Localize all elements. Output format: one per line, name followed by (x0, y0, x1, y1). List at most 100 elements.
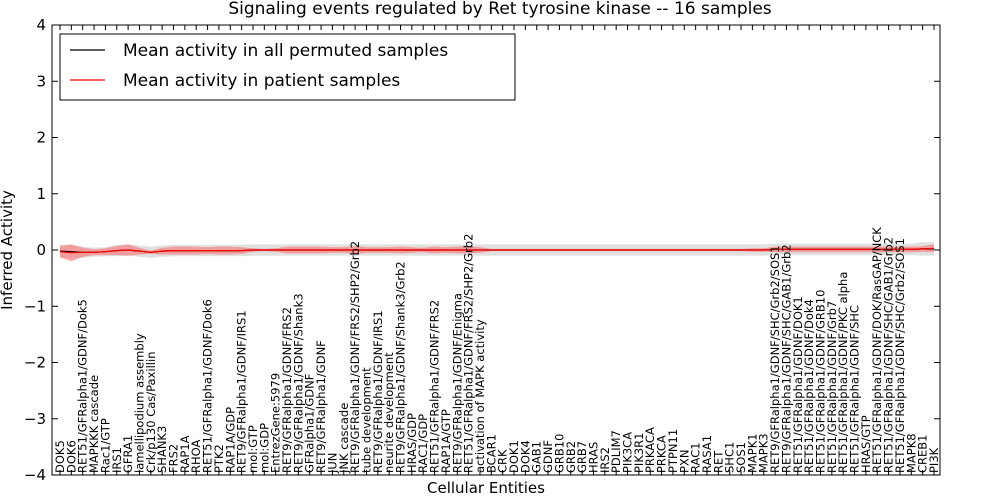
series-line-1 (59, 247, 935, 254)
x-axis-label: Cellular Entities (427, 479, 545, 497)
x-tick-label: RET51/GFRalpha1/GDNF/SHC/GAB1/Grb2 (882, 237, 896, 473)
x-tick-label: RAC1/GDP (416, 414, 430, 473)
x-tick-label: PIK3R1 (632, 433, 646, 474)
x-tick-label: activation of MAPK activity (473, 319, 487, 473)
x-tick-label: RAP1A (178, 435, 192, 473)
x-tick-label: DOK5 (53, 440, 67, 473)
x-tick-label: RET (711, 450, 725, 473)
x-tick-label: RAP1A/GDP (223, 407, 237, 473)
y-tick-label: 1 (36, 185, 46, 203)
x-tick-label: Crk/p130 Cas/Paxillin (144, 352, 158, 473)
x-tick-label: DOK4 (518, 440, 532, 473)
y-tick-label: −2 (24, 354, 46, 372)
band-1 (60, 244, 934, 262)
x-tick-label: JUN (325, 453, 339, 474)
x-tick-label: SHANK3 (155, 426, 169, 473)
x-tick-label: RET51/GFRalpha1/GDNF/DOK/RasGAP/NCK (870, 227, 884, 473)
x-tick-label: RHOA (189, 440, 203, 473)
y-tick-label: 3 (36, 72, 46, 90)
x-tick-label: RET51/GFRalpha1/GDNF/PKC alpha (836, 272, 850, 473)
x-tick-label: RET51/GFRalpha1/GDNF/GRB10 (813, 290, 827, 473)
y-tick-label: 0 (36, 241, 46, 259)
y-axis-label: Inferred Activity (0, 190, 16, 310)
bands-layer (60, 242, 934, 262)
x-tick-label: RET9/GFRalpha1/GDNF/IRS1 (371, 310, 385, 473)
x-tick-label: PXN (677, 450, 691, 473)
x-tick-label: SHC1 (723, 442, 737, 473)
y-tick-label: −4 (24, 466, 46, 484)
x-tick-label: RET9/GFRalpha1/GDNF/Enigma (450, 293, 464, 473)
y-tick-label: 4 (36, 16, 46, 34)
x-tick-label: MAPK1 (745, 433, 759, 473)
x-tick-label: SOS1 (734, 442, 748, 473)
x-tick-label: neurite development (382, 352, 396, 473)
x-tick-label: RET51/GFRalpha1/GDNF/FRS2/SHP2/Grb2 (462, 234, 476, 473)
x-tick-label: RET51/GFRalpha1/GDNF/FRS2 (428, 300, 442, 473)
x-tick-label: mol:GDP (257, 423, 271, 473)
x-tick-label: RAC1 (689, 442, 703, 473)
legend-box (59, 33, 516, 101)
x-tick-label: mol:GTP (246, 425, 260, 473)
chart-title: Signaling events regulated by Ret tyrosi… (228, 0, 771, 19)
lines-layer (59, 247, 935, 254)
x-tick-label: IRS1 (110, 447, 124, 473)
x-tick-label: DOK6 (64, 440, 78, 473)
x-tick-label: RET51/GFRalpha1/GDNF/Dok6 (201, 299, 215, 473)
x-tick-label: GRB7 (575, 441, 589, 473)
x-tick-label: PRKCA (655, 435, 669, 473)
x-tick-label: RET9/GFRalpha1/GDNF/FRS2 (280, 307, 294, 473)
x-tick-labels: DOK5DOK6RET51/GFRalpha1/GDNF/Dok5MAPKKK … (53, 227, 941, 474)
x-tick-label: RAP1A/GTP (439, 409, 453, 473)
x-tick-label: RASA1 (700, 435, 714, 473)
x-tick-label: MAPKKK cascade (87, 375, 101, 473)
y-tick-label: 2 (36, 129, 46, 147)
x-tick-label: GFRA1 (121, 435, 135, 473)
x-tick-label: lamellipodium assembly (132, 333, 146, 473)
x-tick-label: GDNF (541, 440, 555, 473)
x-tick-label: RET9/GFRalpha1/GDNF/SHC/Grb2/SOS1 (768, 245, 782, 473)
x-tick-label: HRAS (586, 442, 600, 473)
x-tick-label: JNK cascade (337, 403, 351, 474)
x-tick-label: RET9/GFRalpha1/GDNF/FRS2/SHP2/Grb2 (348, 241, 362, 473)
x-tick-label: RET9/GFRalpha1/GDNF/Shank3 (291, 293, 305, 473)
x-tick-label: PIK3CA (621, 432, 635, 473)
x-tick-label: CRK (496, 449, 510, 473)
x-tick-label: tube development (359, 367, 373, 473)
x-tick-label: IRS2 (598, 447, 612, 473)
y-tick-label: −1 (24, 297, 46, 315)
x-tick-label: CREB1 (916, 435, 930, 474)
y-tick-label: −3 (24, 410, 46, 428)
legend-label-patient: Mean activity in patient samples (123, 71, 400, 91)
ticks-layer: −4 −3 −2 −1 0 1 2 3 4 (24, 16, 940, 484)
x-tick-label: MAPK8 (904, 433, 918, 473)
x-tick-label: EntrezGene:5979 (269, 373, 283, 473)
x-tick-label: RET51/GFRalpha1/GDNF/DOK1 (791, 296, 805, 473)
x-tick-label: RET9/GFRalpha1/GDNF (314, 340, 328, 473)
plot-frame (51, 24, 941, 476)
x-tick-label: RET51/GFRalpha1/GDNF/Dok4 (802, 299, 816, 473)
x-tick-label: RET51/GFRalpha1/GDNF/SHC/Grb2/SOS1 (893, 238, 907, 473)
x-tick-label: GRB10 (552, 434, 566, 473)
x-tick-label: MAPK3 (757, 433, 771, 473)
x-tick-label: RET51/GFRalpha1/GDNF/SHC (848, 305, 862, 473)
x-tick-label: DOK1 (507, 440, 521, 473)
x-tick-label: GAB1 (530, 441, 544, 473)
x-tick-label: RET9/GFRalpha1/GDNF/SHC/GAB1/Grb2 (779, 244, 793, 473)
x-tick-label: HRAS/GDP (405, 413, 419, 473)
x-tick-label: PTPN11 (666, 429, 680, 473)
x-tick-label: RET51/GFRalpha1/GDNF/Dok5 (76, 299, 90, 473)
x-tick-label: RET9/GFRalpha1/GDNF/Shank3/Grb2 (394, 261, 408, 473)
x-tick-label: FRS2 (167, 444, 181, 473)
x-tick-label: GFRalpha1/GDNF (303, 374, 317, 473)
x-tick-label: PI3K (927, 447, 941, 473)
x-tick-label: Rac1/GTP (98, 418, 112, 473)
x-tick-label: RET9/GFRalpha1/GDNF/IRS1 (235, 310, 249, 473)
x-tick-label: HRAS/GTP (859, 415, 873, 473)
x-tick-label: RET51/GFRalpha1/GDNF/Grb7 (825, 301, 839, 473)
x-tick-label: BCAR1 (484, 434, 498, 473)
x-tick-label: PRKACA (643, 427, 657, 473)
legend: Mean activity in all permuted samples Me… (59, 33, 516, 101)
legend-label-permuted: Mean activity in all permuted samples (123, 41, 448, 61)
x-tick-label: GRB2 (564, 441, 578, 473)
